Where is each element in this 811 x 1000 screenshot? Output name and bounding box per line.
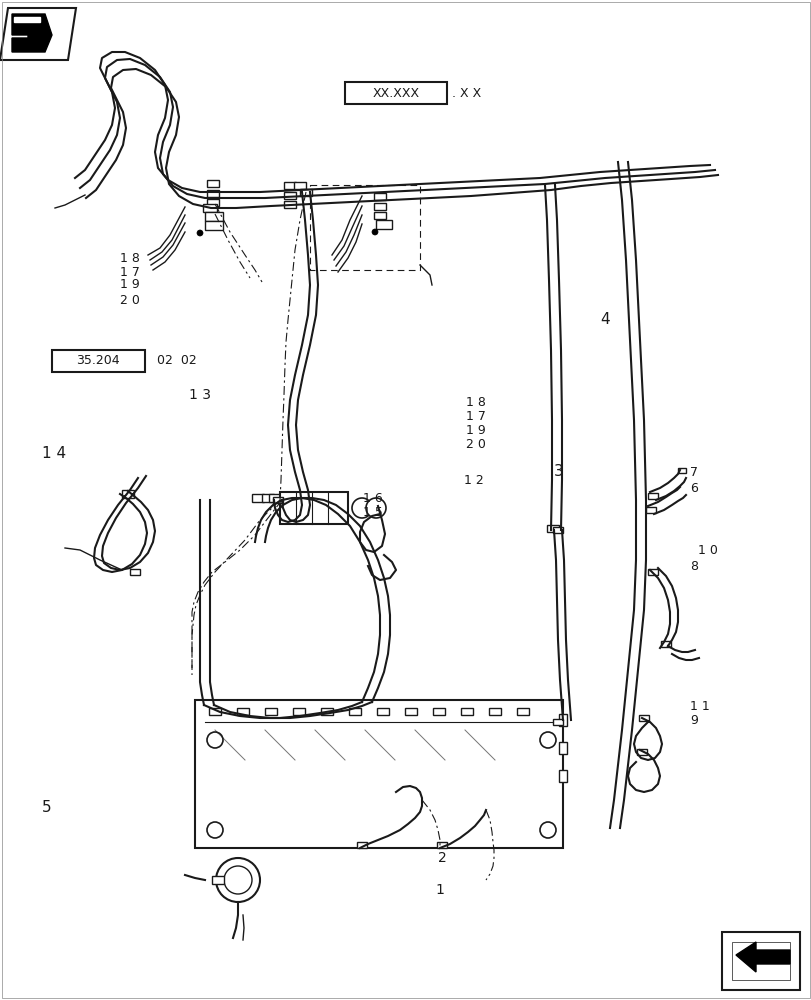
Text: 1 6: 1 6 (363, 491, 382, 504)
Bar (237, 708, 249, 714)
Bar (284, 192, 296, 199)
Text: 1 8: 1 8 (466, 395, 485, 408)
Bar (195, 700, 562, 848)
Bar (405, 708, 417, 714)
Bar (52, 350, 145, 372)
Bar (320, 708, 333, 714)
Bar (547, 524, 558, 532)
Text: 1 7: 1 7 (466, 410, 485, 422)
Polygon shape (731, 942, 789, 980)
Bar (130, 569, 139, 575)
Text: 1 7: 1 7 (120, 265, 139, 278)
Text: 3: 3 (553, 464, 563, 480)
Bar (349, 708, 361, 714)
Circle shape (207, 822, 223, 838)
Bar (646, 507, 655, 513)
Bar (660, 641, 670, 647)
Circle shape (371, 229, 378, 235)
Bar (374, 203, 385, 210)
Polygon shape (0, 8, 76, 60)
Circle shape (351, 498, 371, 518)
Text: 1 1: 1 1 (689, 700, 709, 712)
Text: 1 8: 1 8 (120, 251, 139, 264)
Text: 1 0: 1 0 (697, 544, 717, 556)
Text: 1 9: 1 9 (120, 278, 139, 292)
Bar (638, 715, 648, 721)
Bar (558, 714, 566, 726)
Bar (376, 708, 388, 714)
Bar (268, 494, 281, 502)
Polygon shape (727, 938, 793, 984)
Text: 02  02: 02 02 (157, 355, 196, 367)
Bar (272, 497, 283, 503)
Bar (558, 742, 566, 754)
Bar (204, 221, 223, 230)
Bar (345, 82, 446, 104)
Text: 2 0: 2 0 (120, 294, 139, 306)
Bar (251, 494, 264, 502)
Bar (284, 201, 296, 208)
Bar (208, 708, 221, 714)
Polygon shape (12, 14, 52, 52)
Circle shape (197, 230, 203, 236)
Polygon shape (735, 942, 789, 972)
Text: XX.XXX: XX.XXX (372, 87, 419, 100)
Bar (721, 932, 799, 990)
Bar (264, 708, 277, 714)
Text: 9: 9 (689, 713, 697, 726)
Text: 1 3: 1 3 (189, 388, 211, 402)
Text: 5: 5 (42, 800, 52, 815)
Bar (517, 708, 528, 714)
Circle shape (216, 858, 260, 902)
Text: 35.204: 35.204 (76, 355, 120, 367)
Bar (552, 527, 562, 533)
Circle shape (366, 498, 385, 518)
Bar (558, 770, 566, 782)
Bar (294, 182, 306, 189)
Bar (375, 220, 392, 229)
Bar (488, 708, 500, 714)
Bar (262, 494, 273, 502)
Bar (461, 708, 473, 714)
Bar (374, 193, 385, 200)
Bar (212, 876, 224, 884)
Text: 1 2: 1 2 (463, 474, 483, 487)
Text: 1 9: 1 9 (466, 424, 485, 436)
Circle shape (207, 732, 223, 748)
Bar (204, 212, 223, 221)
Bar (647, 493, 657, 499)
Bar (207, 199, 219, 206)
Text: . X X: . X X (452, 87, 481, 100)
Bar (299, 189, 311, 196)
Polygon shape (14, 17, 40, 22)
Text: 1: 1 (435, 883, 444, 897)
Bar (207, 190, 219, 197)
Bar (436, 842, 446, 848)
Bar (122, 490, 134, 498)
Text: 6: 6 (689, 482, 697, 494)
Text: 2 0: 2 0 (466, 438, 485, 450)
Bar (636, 749, 646, 755)
Text: 8: 8 (689, 560, 697, 572)
Bar (293, 708, 305, 714)
Bar (280, 492, 348, 524)
Circle shape (539, 822, 556, 838)
Bar (677, 468, 685, 473)
Bar (284, 182, 296, 189)
Bar (203, 204, 217, 212)
Bar (374, 212, 385, 219)
Bar (357, 842, 367, 848)
Text: 4: 4 (599, 312, 609, 328)
Bar (207, 180, 219, 187)
Bar (432, 708, 444, 714)
Text: 2: 2 (437, 851, 446, 865)
Circle shape (224, 866, 251, 894)
Text: 1 5: 1 5 (363, 506, 383, 520)
Circle shape (539, 732, 556, 748)
Bar (647, 569, 657, 575)
Text: 1 4: 1 4 (42, 446, 66, 462)
Bar (552, 719, 562, 725)
Text: 7: 7 (689, 466, 697, 479)
